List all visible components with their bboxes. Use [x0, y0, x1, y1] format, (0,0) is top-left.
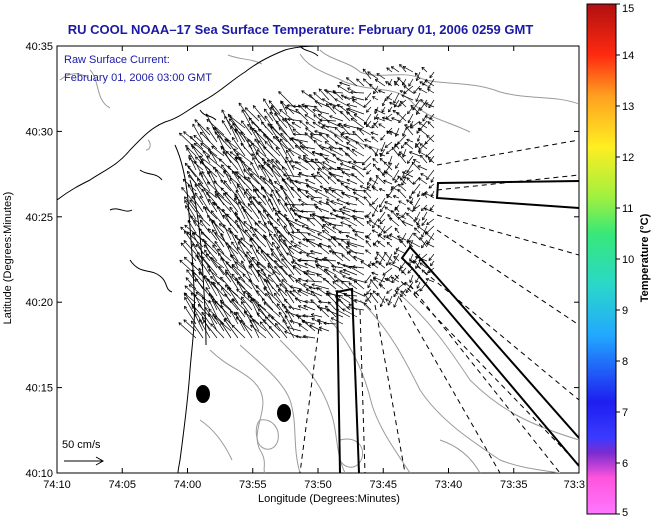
longitude-tick-labels: 74:10 74:05 74:00 73:55 73:50 73:45 73:40 73:35…: [43, 479, 585, 491]
radar-site-marker: [196, 385, 210, 403]
colorbar-tick-label: 8: [622, 356, 628, 368]
bathymetry-contours: [59, 49, 579, 473]
colorbar-tick-label: 7: [622, 407, 628, 419]
y-axis-label: Latitude (Degrees:Minutes): [2, 192, 14, 325]
latitude-tick-label: 40:35: [25, 41, 53, 53]
colorbar-tick-label: 10: [622, 254, 634, 266]
map-title: RU COOL NOAA–17 Sea Surface Temperature:…: [67, 22, 534, 37]
radar-beam-wedges: [335, 180, 579, 473]
coastline: [57, 46, 321, 473]
colorbar-tick-label: 6: [622, 458, 628, 470]
longitude-tick-label: 74:05: [108, 479, 136, 491]
map-layers: [57, 46, 579, 473]
latitude-tick-label: 40:10: [25, 468, 53, 480]
radar-site-marker: [277, 404, 291, 422]
colorbar-tick-label: 13: [622, 101, 634, 113]
longitude-tick-label: 73:35: [500, 479, 528, 491]
latitude-tick-label: 40:25: [25, 212, 53, 224]
radar-sector-lines: [299, 139, 579, 473]
colorbar-tick-label: 11: [622, 203, 633, 215]
longitude-tick-label: 73:55: [239, 479, 267, 491]
current-vectors: [178, 63, 435, 339]
longitude-tick-label: 74:00: [174, 479, 202, 491]
scale-bar-label: 50 cm/s: [62, 439, 101, 451]
longitude-tick-label: 73:40: [435, 479, 463, 491]
colorbar: [586, 3, 617, 515]
colorbar-tick-label: 9: [622, 305, 628, 317]
colorbar-ticks: 15 14 13 12 11 10 9 8 7 6 5: [616, 3, 634, 519]
latitude-tick-labels: 40:35 40:30 40:25 40:20 40:15 40:10: [25, 41, 53, 480]
x-axis-label: Longitude (Degrees:Minutes): [258, 493, 400, 505]
legend-line-2: February 01, 2006 03:00 GMT: [64, 72, 212, 84]
longitude-tick-label: 73:50: [304, 479, 332, 491]
colorbar-tick-label: 14: [622, 50, 634, 62]
latitude-tick-label: 40:15: [25, 383, 53, 395]
colorbar-tick-label: 5: [622, 507, 628, 519]
colorbar-tick-label: 15: [622, 3, 634, 15]
colorbar-label: Temperature (°C): [639, 213, 651, 302]
colorbar-tick-label: 12: [622, 152, 634, 164]
longitude-tick-label: 73:45: [369, 479, 397, 491]
scale-bar-arrow: [64, 456, 105, 466]
axis-ticks: [56, 45, 580, 474]
longitude-tick-label: 73:3: [564, 479, 585, 491]
latitude-tick-label: 40:20: [25, 297, 53, 309]
legend-line-1: Raw Surface Current:: [64, 54, 170, 66]
longitude-tick-label: 74:10: [43, 479, 71, 491]
latitude-tick-label: 40:30: [25, 126, 53, 138]
